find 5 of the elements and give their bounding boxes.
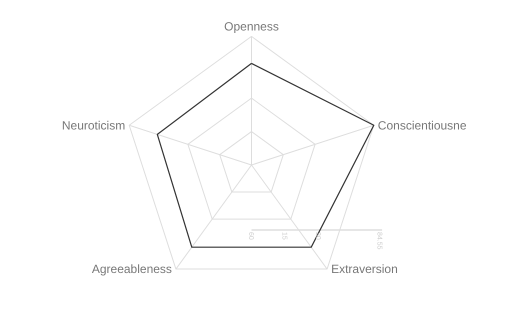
spoke-label: Openness <box>224 19 279 34</box>
spoke-label: Neuroticism <box>62 118 126 132</box>
spoke-label: Extraversion <box>331 262 398 276</box>
spoke-label: Conscientiousne <box>378 118 467 132</box>
spoke-label: Agreeableness <box>92 262 172 276</box>
